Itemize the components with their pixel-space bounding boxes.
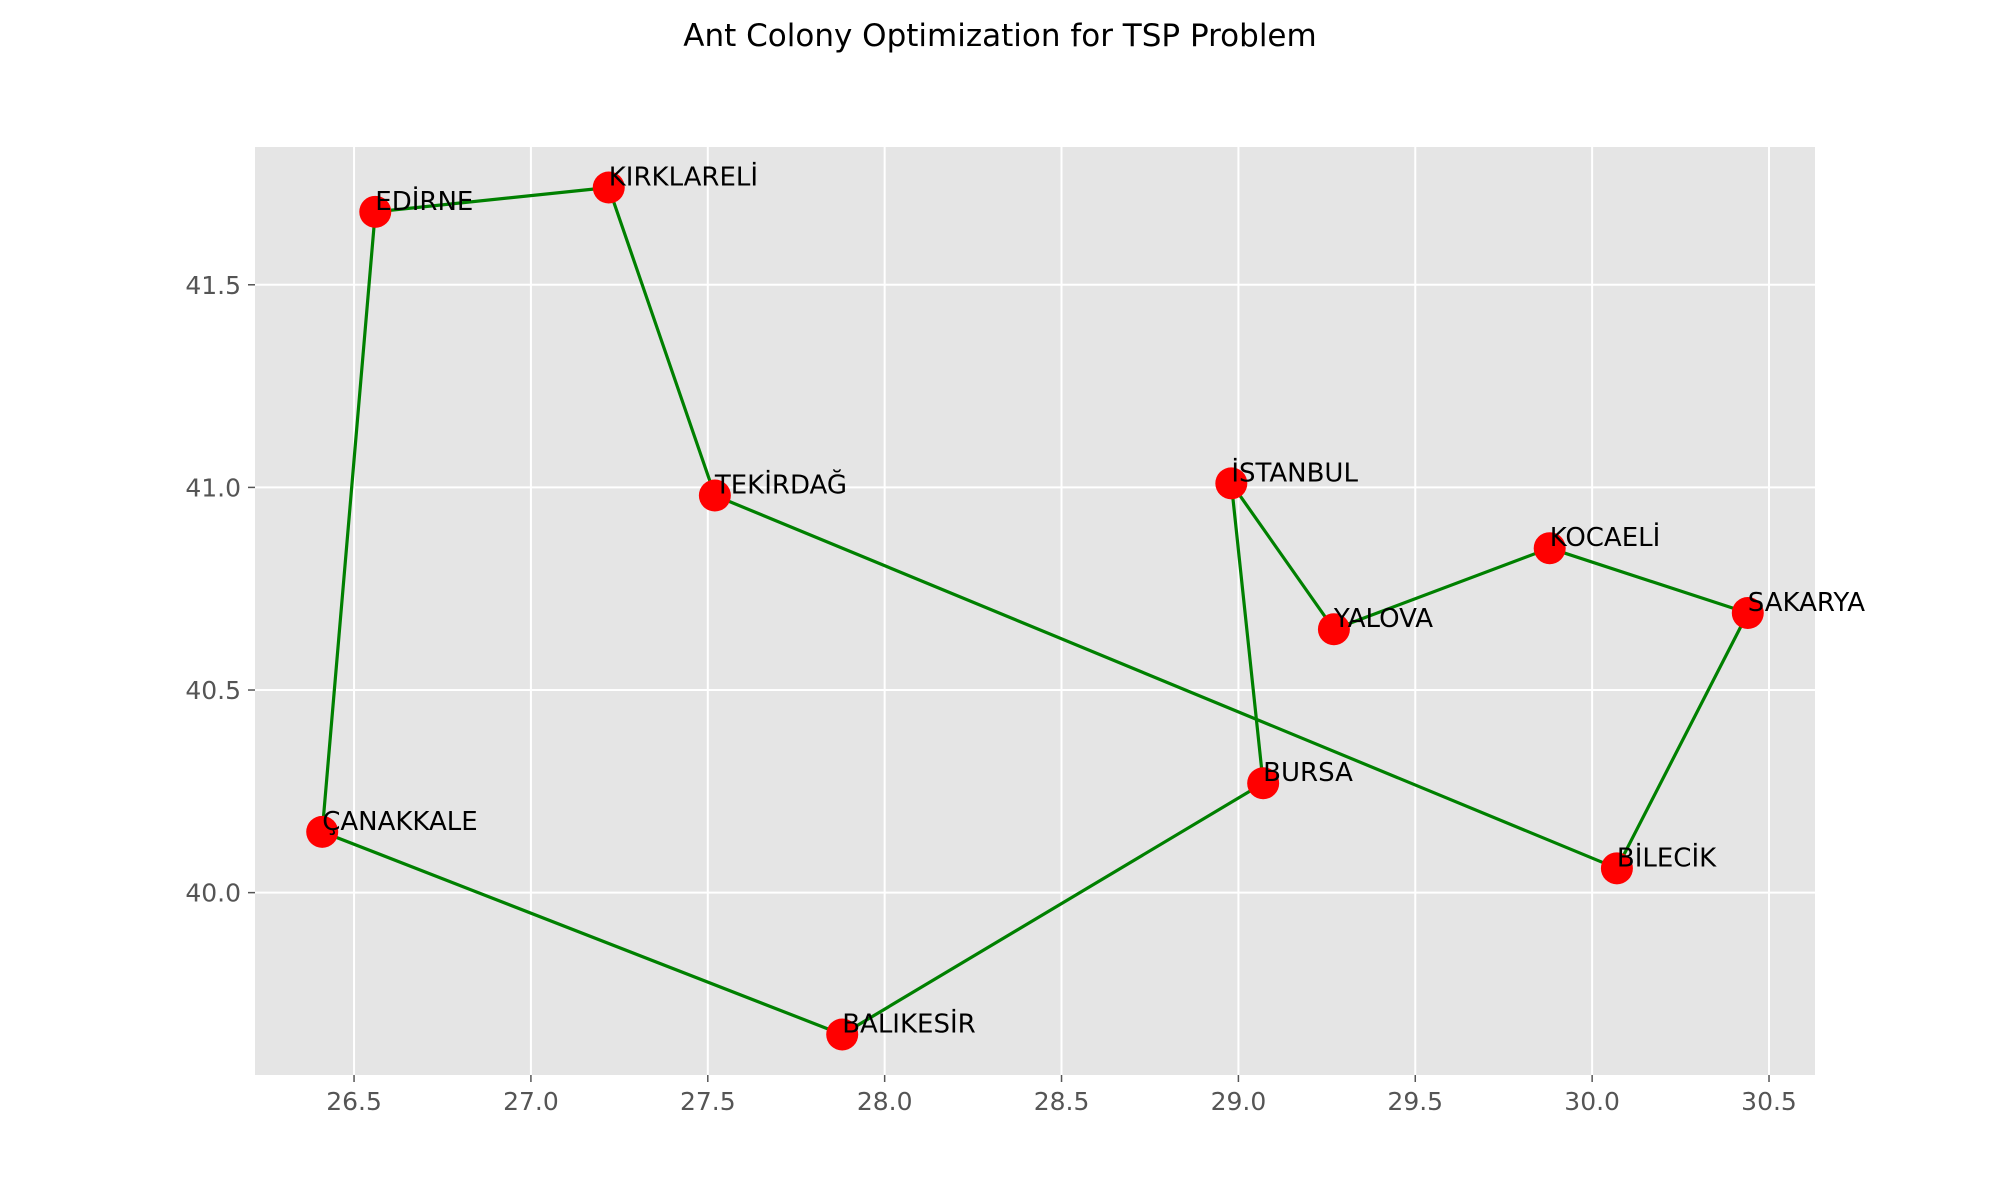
- city-label: TEKİRDAĞ: [714, 469, 847, 501]
- city-label: KIRKLARELİ: [609, 161, 758, 193]
- axis-ticks: 26.5 27.0 27.5 28.0 28.5 29.0 29.5 30.0 30.5 40.0…: [185, 271, 1797, 1116]
- city-point: [1600, 852, 1633, 885]
- city-point: [592, 171, 625, 204]
- city-label: KOCAELİ: [1550, 521, 1661, 553]
- y-tick-label: 41.0: [185, 473, 241, 502]
- city-label: ÇANAKKALE: [322, 807, 478, 837]
- city-point: [1215, 467, 1248, 500]
- plot-area: [255, 147, 1815, 1075]
- x-tick-label: 28.0: [857, 1087, 913, 1116]
- city-point: [359, 195, 392, 228]
- city-point: [306, 815, 339, 848]
- route-lines: [320, 185, 1750, 1037]
- city-point: [826, 1018, 859, 1051]
- x-tick-label: 26.5: [326, 1087, 382, 1116]
- route-segment: [1229, 481, 1336, 631]
- x-tick-label: 29.5: [1387, 1087, 1443, 1116]
- city-label: BURSA: [1263, 758, 1353, 788]
- x-tick-label: 27.0: [503, 1087, 559, 1116]
- route-segment: [373, 185, 611, 214]
- city-point: [1731, 597, 1764, 630]
- x-tick-label: 30.5: [1741, 1087, 1797, 1116]
- route-segment: [840, 781, 1265, 1037]
- route-segment: [1229, 481, 1265, 785]
- city-point: [1317, 613, 1350, 646]
- city-label: BALIKESİR: [842, 1007, 976, 1039]
- route-segment: [1332, 546, 1552, 631]
- route-segment: [320, 210, 377, 834]
- city-point: [1247, 767, 1280, 800]
- city-point: [1533, 532, 1566, 565]
- route-segment: [320, 830, 844, 1037]
- city-point: [698, 479, 731, 512]
- x-tick-label: 28.5: [1034, 1087, 1090, 1116]
- x-tick-label: 30.0: [1564, 1087, 1620, 1116]
- chart-title: Ant Colony Optimization for TSP Problem: [683, 18, 1317, 54]
- city-label: SAKARYA: [1748, 588, 1865, 618]
- city-label: İSTANBUL: [1231, 456, 1358, 488]
- city-label: EDİRNE: [375, 185, 473, 217]
- grid: [255, 147, 1815, 1075]
- city-label: BİLECİK: [1617, 841, 1717, 873]
- y-tick-label: 40.5: [185, 676, 241, 705]
- city-labels: EDİRNE KIRKLARELİ TEKİRDAĞ İSTANBUL KOCAELİ Y…: [322, 161, 1865, 1040]
- route-segment: [607, 185, 717, 498]
- y-tick-label: 41.5: [185, 271, 241, 300]
- x-tick-label: 27.5: [680, 1087, 736, 1116]
- x-tick-label: 29.0: [1211, 1087, 1267, 1116]
- city-points: [306, 171, 1764, 1051]
- route-segment: [713, 493, 1619, 870]
- y-tick-label: 40.0: [185, 879, 241, 908]
- route-segment: [1615, 611, 1750, 870]
- city-label: YALOVA: [1333, 604, 1433, 634]
- route-segment: [1548, 546, 1750, 615]
